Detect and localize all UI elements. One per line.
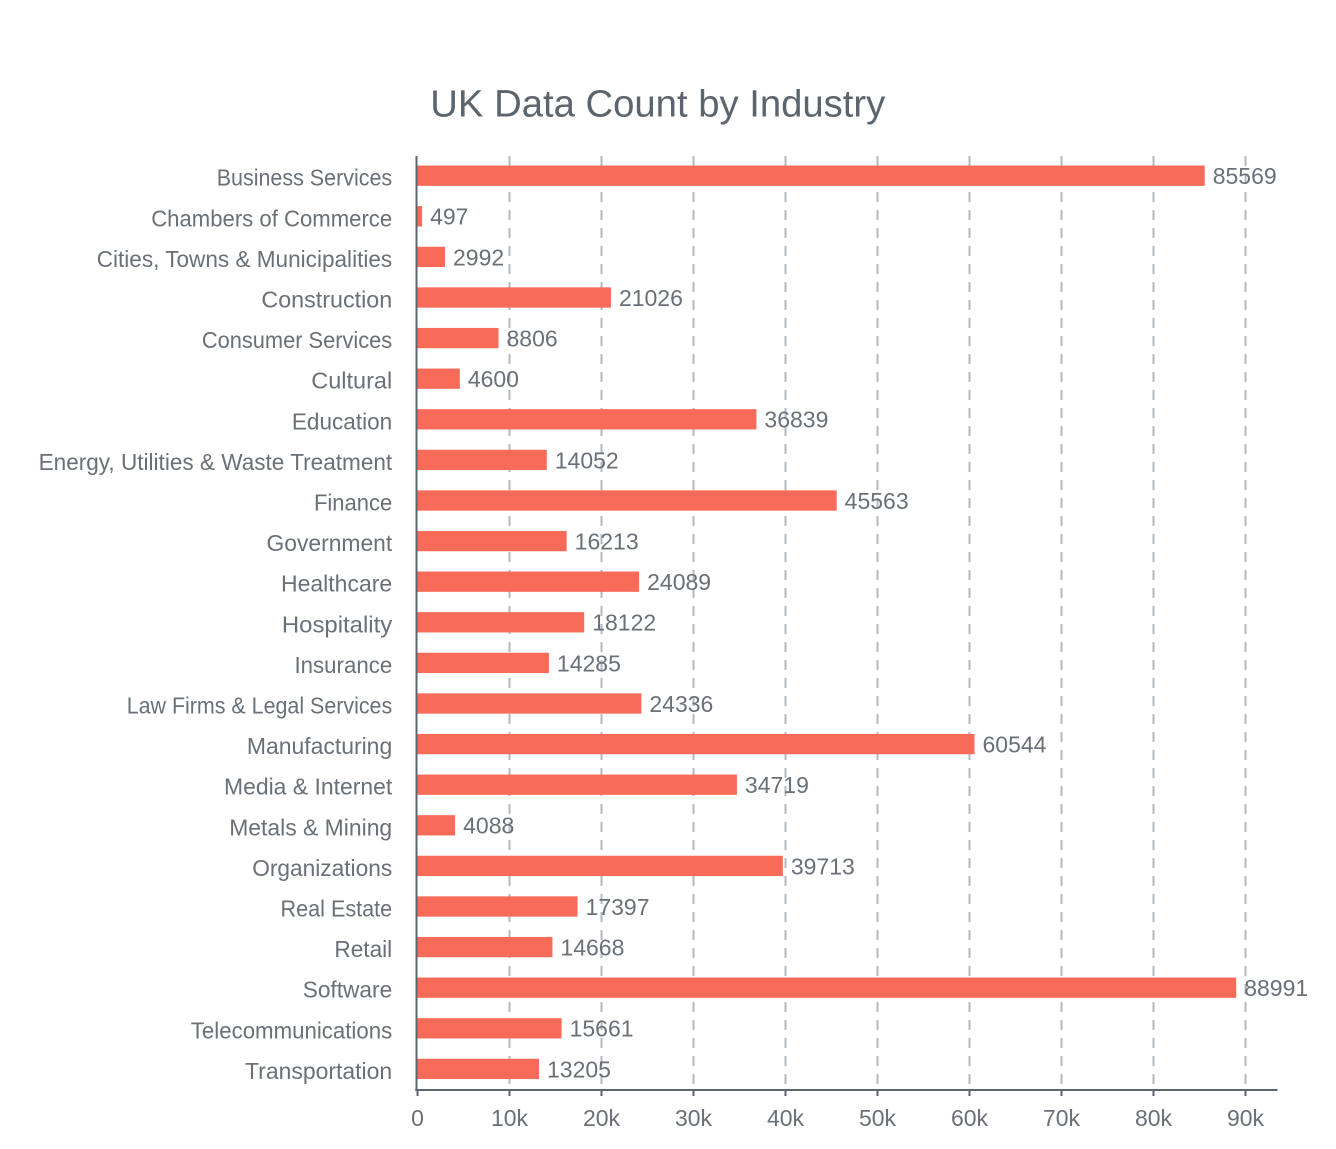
svg-text:21026: 21026 xyxy=(619,285,683,311)
svg-text:60k: 60k xyxy=(951,1105,989,1131)
svg-text:Real Estate: Real Estate xyxy=(281,896,393,922)
svg-text:14668: 14668 xyxy=(560,935,624,961)
svg-text:36839: 36839 xyxy=(764,407,828,433)
svg-text:13205: 13205 xyxy=(547,1056,611,1082)
svg-text:Organizations: Organizations xyxy=(252,855,392,881)
svg-text:20k: 20k xyxy=(583,1105,621,1131)
svg-text:14285: 14285 xyxy=(557,650,621,676)
svg-text:30k: 30k xyxy=(675,1105,713,1131)
svg-text:0: 0 xyxy=(411,1105,424,1131)
svg-text:Government: Government xyxy=(267,530,393,556)
svg-text:2992: 2992 xyxy=(453,244,504,270)
svg-text:Chambers of Commerce: Chambers of Commerce xyxy=(151,205,392,231)
svg-text:16213: 16213 xyxy=(575,529,639,555)
svg-text:Insurance: Insurance xyxy=(295,652,393,678)
svg-text:4600: 4600 xyxy=(468,366,519,392)
svg-text:Construction: Construction xyxy=(261,287,392,313)
svg-text:24089: 24089 xyxy=(647,569,711,595)
svg-text:40k: 40k xyxy=(767,1105,805,1131)
svg-text:39713: 39713 xyxy=(791,853,855,879)
svg-text:4088: 4088 xyxy=(463,813,514,839)
svg-text:90k: 90k xyxy=(1227,1105,1265,1131)
svg-text:Consumer Services: Consumer Services xyxy=(202,327,392,353)
svg-text:14052: 14052 xyxy=(555,447,619,473)
svg-text:Metals & Mining: Metals & Mining xyxy=(229,814,392,840)
svg-text:Telecommunications: Telecommunications xyxy=(191,1017,392,1043)
svg-text:Education: Education xyxy=(292,408,392,434)
svg-text:Cultural: Cultural xyxy=(311,368,392,394)
svg-text:Transportation: Transportation xyxy=(245,1058,392,1084)
svg-text:18122: 18122 xyxy=(592,610,656,636)
svg-text:15661: 15661 xyxy=(570,1016,634,1042)
svg-text:88991: 88991 xyxy=(1244,975,1308,1001)
svg-text:Business Services: Business Services xyxy=(217,165,393,191)
svg-text:Healthcare: Healthcare xyxy=(281,571,392,597)
svg-text:70k: 70k xyxy=(1043,1105,1081,1131)
svg-text:34719: 34719 xyxy=(745,772,809,798)
svg-text:85569: 85569 xyxy=(1213,163,1277,189)
svg-text:Hospitality: Hospitality xyxy=(282,611,393,637)
svg-text:Retail: Retail xyxy=(334,936,392,962)
svg-text:Finance: Finance xyxy=(314,490,392,516)
svg-text:Law Firms & Legal Services: Law Firms & Legal Services xyxy=(127,693,393,719)
svg-text:45563: 45563 xyxy=(845,488,909,514)
svg-text:60544: 60544 xyxy=(983,732,1047,758)
svg-text:17397: 17397 xyxy=(586,894,650,920)
svg-text:50k: 50k xyxy=(859,1105,897,1131)
svg-text:Energy, Utilities & Waste Trea: Energy, Utilities & Waste Treatment xyxy=(39,449,393,475)
svg-text:Manufacturing: Manufacturing xyxy=(247,733,392,759)
svg-text:24336: 24336 xyxy=(649,691,713,717)
svg-text:Cities, Towns & Municipalities: Cities, Towns & Municipalities xyxy=(97,246,393,272)
svg-text:UK Data Count by Industry: UK Data Count by Industry xyxy=(430,83,885,125)
svg-text:Media & Internet: Media & Internet xyxy=(224,774,393,800)
svg-text:497: 497 xyxy=(430,204,468,230)
svg-text:80k: 80k xyxy=(1135,1105,1173,1131)
svg-text:10k: 10k xyxy=(491,1105,529,1131)
svg-text:8806: 8806 xyxy=(507,326,558,352)
svg-text:Software: Software xyxy=(303,977,393,1003)
